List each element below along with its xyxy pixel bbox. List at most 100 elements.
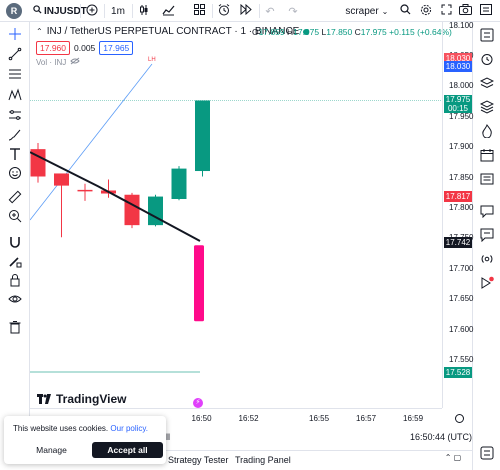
indicators-button[interactable] [160, 0, 176, 22]
alert-level-label: 18.030 [444, 53, 472, 64]
fullscreen-button[interactable] [439, 0, 453, 22]
lightning-icon[interactable]: ⚡ [193, 398, 203, 408]
list-icon [480, 28, 494, 45]
fullscreen-icon [441, 4, 452, 18]
market-status-dot [303, 28, 310, 35]
candles-icon [139, 4, 149, 19]
trend-line-icon [8, 47, 22, 64]
cookie-message: This website uses cookies. Our policy. [13, 424, 149, 433]
emoji-tool[interactable] [7, 166, 23, 182]
manage-cookies-button[interactable]: Manage [13, 442, 90, 458]
undo-icon: ↶ [265, 5, 275, 18]
time-scale[interactable] [30, 408, 442, 426]
user-avatar[interactable]: R [6, 3, 22, 19]
settings-button[interactable] [419, 0, 433, 22]
maximize-panel-button[interactable]: ⌃ ▢ [440, 453, 466, 465]
alert-button[interactable] [217, 0, 231, 22]
chats-button[interactable] [479, 204, 495, 220]
utc-clock[interactable]: 16:50:44 (UTC) [410, 432, 473, 442]
crosshair-tool[interactable] [7, 27, 23, 43]
interval-button[interactable]: 1m [111, 5, 125, 17]
add-symbol-button[interactable] [84, 0, 100, 22]
calendar-button[interactable] [479, 148, 495, 164]
ideas-stream-button[interactable] [479, 228, 495, 244]
time-tick: 16:59 [403, 414, 424, 423]
magnet-tool[interactable] [7, 235, 23, 251]
undo-button[interactable]: ↶ [264, 0, 276, 22]
trend-ray-label: LH [148, 57, 156, 63]
price-tick: 18.100 [449, 20, 474, 30]
eye-icon [8, 292, 22, 309]
trendline-tool[interactable] [7, 47, 23, 63]
brush-tool[interactable] [7, 128, 23, 144]
chart-type-button[interactable] [137, 0, 151, 22]
green-level-label: 17.528 [444, 367, 472, 378]
snapshot-button[interactable] [458, 0, 472, 22]
help-button[interactable] [479, 446, 495, 462]
zoom-in-icon [8, 209, 22, 226]
pattern-tool[interactable] [7, 87, 23, 104]
price-tick: 17.800 [449, 202, 474, 212]
date-range-partial[interactable]: ll [166, 432, 170, 442]
crosshair-price-label: 17.742 [444, 237, 472, 248]
replay-button[interactable] [239, 0, 253, 22]
text-tool[interactable] [7, 147, 23, 163]
red-level-label: 17.817 [444, 191, 472, 202]
trend-ray [30, 63, 153, 221]
price-tick: 17.600 [449, 324, 474, 334]
spread-value: 0.005 [74, 43, 96, 53]
price-scale[interactable] [442, 22, 472, 408]
chart-pane[interactable] [30, 22, 442, 408]
policy-link[interactable]: Our policy. [110, 424, 149, 433]
object-tree-button[interactable] [479, 76, 495, 92]
remove-drawings-tool[interactable] [7, 320, 23, 336]
tab-trading-panel[interactable]: Trading Panel [235, 455, 291, 465]
brush-icon [8, 128, 22, 145]
measure-tool[interactable] [7, 190, 23, 206]
symbol-description[interactable]: INJ / TetherUS PERPETUAL CONTRACT · 1 · … [46, 26, 300, 37]
layouts-button[interactable] [192, 0, 206, 22]
tradingview-logo[interactable]: TradingView [37, 392, 126, 406]
quick-search-button[interactable] [398, 0, 412, 22]
layout-name-button[interactable]: scraper [345, 5, 379, 17]
buy-button[interactable]: 17.965 [99, 41, 134, 55]
price-tick: 17.700 [449, 263, 474, 273]
chevron-up-icon[interactable]: ⌃ [36, 27, 43, 36]
hide-drawings-tool[interactable] [7, 292, 23, 308]
chat-icon [480, 204, 494, 221]
forecast-icon [8, 108, 22, 125]
candlestick-chart[interactable]: LH [30, 22, 442, 408]
layout-menu-button[interactable]: ⌄ [380, 0, 390, 22]
fib-tool[interactable] [7, 67, 23, 83]
watchlist-toggle[interactable] [478, 0, 494, 22]
redo-button[interactable]: ↷ [287, 0, 299, 22]
time-tick: 16:57 [356, 414, 377, 423]
settings-gear-icon[interactable] [455, 414, 464, 423]
tab-strategy-tester[interactable]: Strategy Tester [168, 455, 229, 465]
notifications-button[interactable] [479, 276, 495, 292]
symbol-search[interactable]: INJUSDT [33, 0, 87, 22]
data-window-button[interactable] [479, 99, 495, 116]
stay-drawing-tool[interactable] [7, 254, 23, 270]
streams-button[interactable] [479, 252, 495, 268]
forecast-tool[interactable] [7, 108, 23, 124]
lock-icon [8, 273, 22, 290]
news-button[interactable] [479, 172, 495, 188]
play-bell-icon [480, 276, 494, 293]
cookie-banner: This website uses cookies. Our policy. M… [4, 416, 166, 464]
price-tick: 17.550 [449, 354, 474, 364]
sell-button[interactable]: 17.960 [36, 41, 70, 55]
list-icon [480, 4, 492, 18]
gear-icon [420, 4, 432, 19]
price-tick: 17.950 [449, 111, 474, 121]
alerts-button[interactable] [479, 52, 495, 68]
accept-cookies-button[interactable]: Accept all [92, 442, 163, 458]
zoom-in-tool[interactable] [7, 209, 23, 225]
hotlists-button[interactable] [479, 123, 495, 140]
alarm-clock-icon [480, 52, 494, 69]
eye-crossed-icon[interactable] [70, 57, 80, 67]
candle-body [124, 194, 140, 226]
lock-drawings-tool[interactable] [7, 273, 23, 289]
watchlist-button[interactable] [479, 28, 495, 44]
ohlc-values: O17.859 H17.975 L17.850 C17.975 +0.115 (… [252, 27, 452, 37]
